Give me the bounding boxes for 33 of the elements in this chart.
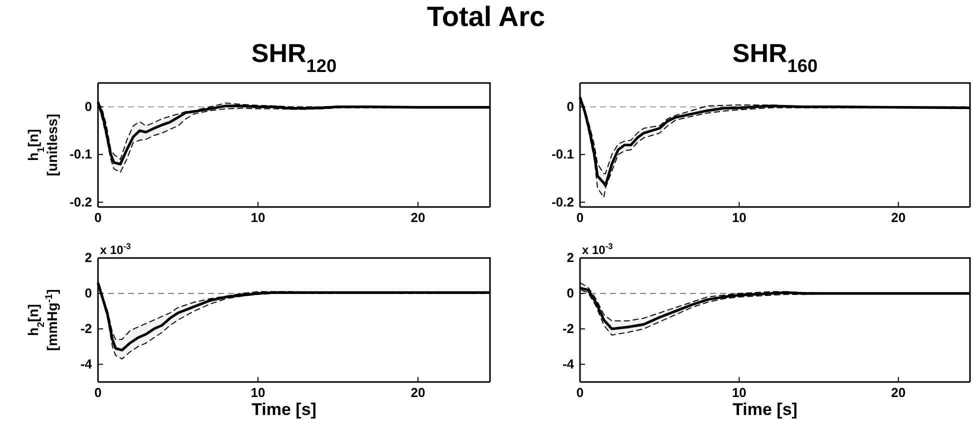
y-tick-label: 0 [84, 99, 92, 114]
x-tick-label: 10 [732, 385, 746, 400]
x-tick-label: 10 [732, 210, 746, 226]
x-tick-label: 20 [410, 210, 426, 226]
x-tick-label: 0 [94, 385, 102, 400]
x-tick-label: 20 [891, 385, 906, 400]
y-tick-label: -0.2 [70, 194, 92, 210]
y-tick-label: -2 [562, 321, 574, 336]
x-tick-label: 20 [410, 385, 426, 400]
text: x 10$^{-3}$ [100, 241, 132, 257]
chart-subtitle: SHR$_{160}$ [732, 38, 818, 76]
x-tick-label: 0 [94, 210, 102, 226]
text: x 10$^{-3}$ [582, 241, 614, 257]
x-tick-label: 10 [250, 385, 266, 400]
y-tick-label: 0 [566, 99, 574, 114]
x-axis-title: Time [s] [252, 400, 316, 419]
y-tick-label: 0 [566, 286, 574, 301]
y-tick-label: -0.1 [552, 146, 574, 162]
y-tick-label: -4 [562, 356, 575, 372]
y-tick-label: -0.1 [70, 146, 92, 162]
x-axis-title: Time [s] [732, 400, 798, 419]
x-tick-label: 0 [576, 210, 584, 226]
y-tick-label: 2 [566, 250, 574, 266]
x-tick-label: 0 [576, 385, 584, 400]
chart-subtitle: SHR$_{120}$ [251, 38, 337, 76]
y-tick-label: -2 [80, 321, 92, 336]
x-tick-label: 20 [891, 210, 906, 226]
x-tick-label: 10 [250, 210, 266, 226]
y-tick-label: 2 [84, 250, 92, 266]
y-tick-label: -4 [80, 356, 93, 372]
y-tick-label: 0 [84, 286, 92, 301]
chart-title: Total Arc [426, 1, 546, 32]
y-tick-label: -0.2 [552, 194, 574, 210]
